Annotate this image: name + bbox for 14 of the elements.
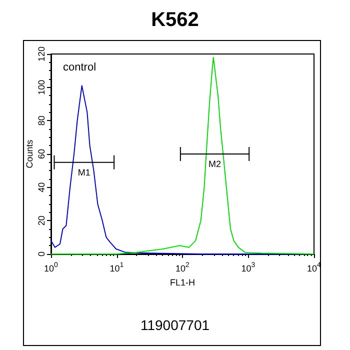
series-label: M2	[208, 159, 222, 169]
text: 119007701	[140, 317, 210, 333]
series-label: M1	[78, 167, 90, 178]
annotation: control	[63, 62, 96, 74]
y-tick-label: 40	[36, 182, 46, 192]
y-tick-label: 0	[36, 251, 46, 257]
chart-title: K562	[151, 9, 199, 31]
y-tick-label: 100	[36, 80, 46, 95]
y-tick-label: 80	[36, 116, 46, 126]
y-tick-label: 20	[36, 216, 46, 226]
y-tick-label: 120	[36, 46, 46, 62]
y-tick-label: 60	[36, 148, 46, 160]
x-axis-title: FL1-H	[170, 277, 196, 288]
y-axis-title: Counts	[24, 139, 34, 168]
